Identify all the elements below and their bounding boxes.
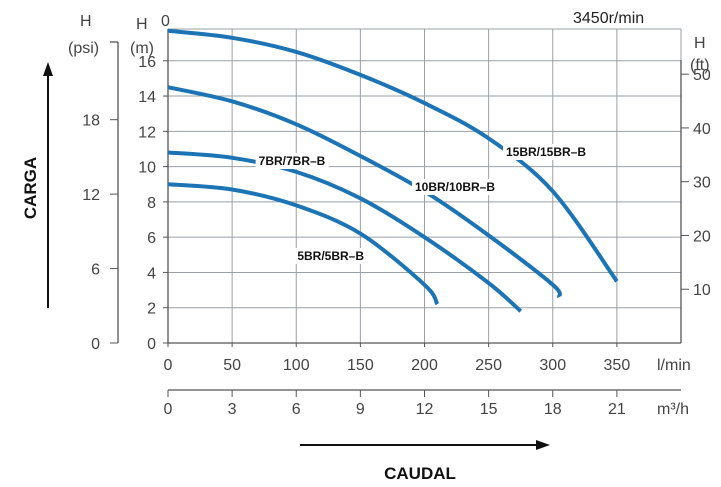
7br-curve <box>167 150 523 313</box>
tick-label-m: 6 <box>147 230 156 247</box>
tick-label-lmin: 50 <box>223 357 241 374</box>
tick-label-psi: 18 <box>82 113 100 130</box>
tick-label-m: 16 <box>138 54 156 71</box>
unit-m3h: m³/h <box>657 401 689 418</box>
5br-curve <box>167 182 440 306</box>
unit-m-h: H <box>136 16 148 33</box>
unit-psi-h: H <box>80 13 92 30</box>
tick-label-m3h: 12 <box>416 401 434 418</box>
tick-label-ft: 10 <box>693 282 711 299</box>
grid <box>168 28 682 343</box>
10br-curve <box>167 85 562 299</box>
15br-curve-label-bg <box>502 144 590 160</box>
unit-ft-h: H <box>694 35 706 52</box>
tick-label-lmin: 100 <box>283 357 310 374</box>
tick-label-m3h: 18 <box>544 401 562 418</box>
tick-label-psi: 0 <box>91 336 100 353</box>
tick-label-lmin: 0 <box>164 357 173 374</box>
tick-label-lmin: 150 <box>347 357 374 374</box>
top-zero-label: 0 <box>161 13 170 30</box>
10br-curve-label-bg <box>411 179 499 195</box>
tick-label-m: 14 <box>138 89 156 106</box>
y-axis-title: CARGA <box>21 157 40 219</box>
tick-label-lmin: 350 <box>604 357 631 374</box>
tick-label-m: 12 <box>138 124 156 141</box>
tick-label-ft: 40 <box>693 121 711 138</box>
tick-label-m3h: 3 <box>228 401 237 418</box>
tick-label-m3h: 15 <box>480 401 498 418</box>
x-axis-arrowhead <box>536 440 550 450</box>
axes <box>110 29 689 397</box>
y-axis-arrowhead <box>43 62 53 76</box>
unit-psi: (psi) <box>68 40 99 57</box>
tick-label-m: 4 <box>147 265 156 282</box>
tick-label-ft: 30 <box>693 175 711 192</box>
tick-label-m3h: 6 <box>292 401 301 418</box>
unit-lmin: l/min <box>657 357 691 374</box>
tick-label-m: 0 <box>147 336 156 353</box>
tick-label-lmin: 300 <box>539 357 566 374</box>
tick-label-m3h: 0 <box>164 401 173 418</box>
tick-label-m3h: 21 <box>608 401 626 418</box>
5br-curve-label: 5BR/5BR–B <box>297 249 364 263</box>
tick-label-psi: 12 <box>82 187 100 204</box>
x-axis-title: CAUDAL <box>384 464 456 483</box>
series-group <box>167 28 619 313</box>
7br-curve-label: 7BR/7BR–B <box>259 154 326 168</box>
7br-curve-label-bg <box>255 153 329 169</box>
tick-label-psi: 6 <box>91 262 100 279</box>
unit-m: (m) <box>130 40 154 57</box>
15br-curve <box>167 28 619 283</box>
speed-label: 3450r/min <box>573 10 644 27</box>
tick-label-ft: 20 <box>693 228 711 245</box>
5br-curve-label-bg <box>294 248 368 264</box>
tick-label-m3h: 9 <box>356 401 365 418</box>
tick-label-m: 8 <box>147 195 156 212</box>
unit-ft: (ft) <box>690 57 710 74</box>
15br-curve-label: 15BR/15BR–B <box>506 145 586 159</box>
tick-label-lmin: 200 <box>411 357 438 374</box>
tick-label-m: 10 <box>138 160 156 177</box>
tick-label-lmin: 250 <box>475 357 502 374</box>
tick-label-ft: 50 <box>693 67 711 84</box>
10br-curve-label: 10BR/10BR–B <box>415 180 495 194</box>
tick-label-m: 2 <box>147 301 156 318</box>
